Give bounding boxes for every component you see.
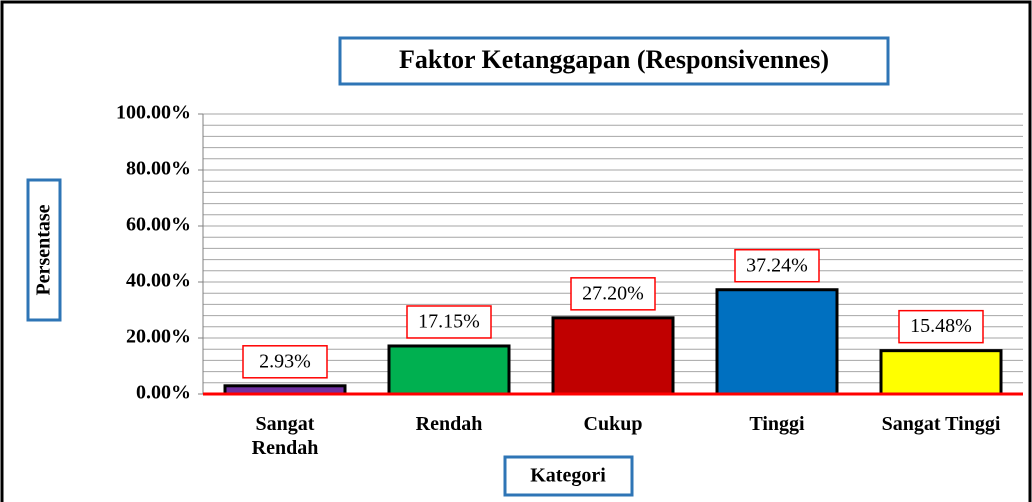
x-axis-label: Kategori (530, 465, 606, 487)
x-label-box (503, 455, 634, 497)
data-label: 17.15% (418, 311, 480, 333)
x-tick-label: Cukup (583, 413, 643, 435)
data-label: 15.48% (910, 315, 972, 337)
data-label-box (898, 309, 984, 344)
data-label-box (734, 248, 820, 283)
bar (715, 288, 839, 396)
y-tick-label: 60.00% (126, 214, 191, 236)
y-tick-label: 0.00% (136, 382, 191, 404)
y-label-box (26, 178, 62, 322)
data-label-box (242, 345, 328, 379)
y-tick-label: 80.00% (126, 158, 191, 180)
bar (551, 316, 675, 396)
y-tick-label: 100.00% (116, 102, 191, 124)
data-label: 27.20% (582, 282, 644, 304)
y-tick-label: 40.00% (126, 270, 191, 292)
x-tick-label: Sangat Rendah (251, 413, 319, 459)
y-tick-label: 20.00% (126, 326, 191, 348)
data-label-box (406, 305, 492, 339)
y-axis-label: Persentase (33, 204, 55, 295)
title-box (338, 36, 890, 86)
x-tick-label: Sangat Tinggi (881, 413, 1001, 435)
chart-title: Faktor Ketanggapan (Responsivennes) (399, 45, 829, 74)
data-label: 37.24% (746, 254, 808, 276)
data-label-box (570, 277, 656, 311)
bar (387, 344, 511, 396)
bar (879, 349, 1003, 396)
data-label: 2.93% (259, 350, 311, 372)
x-tick-label: Rendah (415, 413, 483, 435)
x-tick-label: Tinggi (749, 413, 805, 435)
